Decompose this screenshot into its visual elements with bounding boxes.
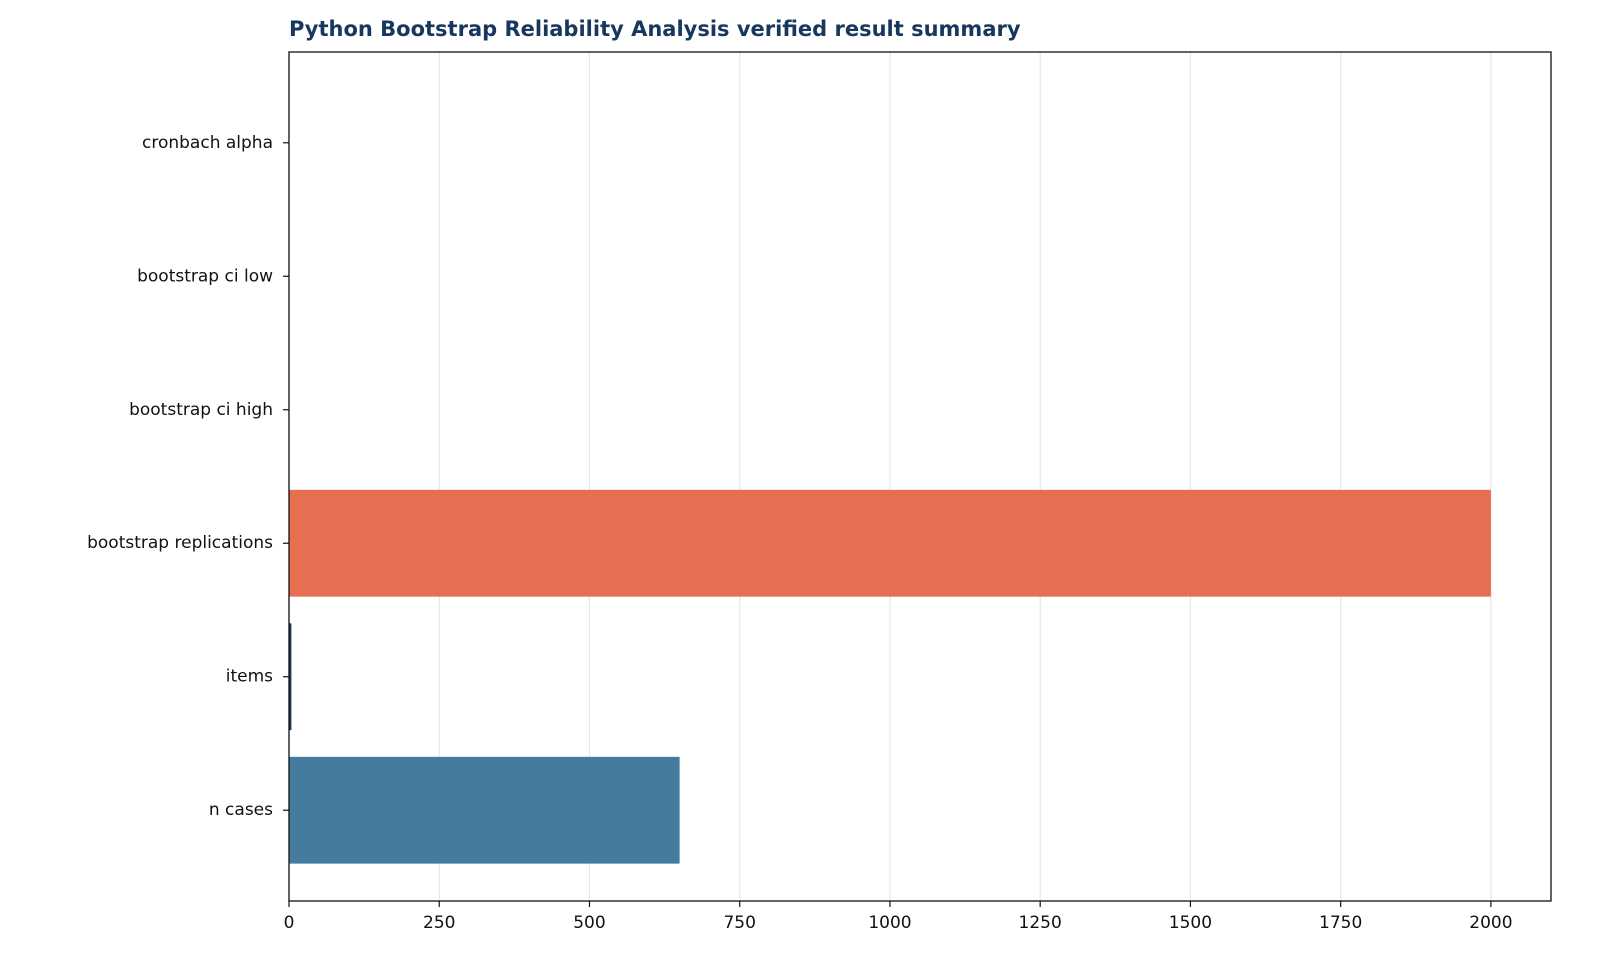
y-tick-label: items (226, 667, 273, 687)
bar (289, 623, 292, 731)
y-tick-label: n cases (209, 800, 273, 820)
y-tick-label: bootstrap replications (87, 533, 273, 553)
x-tick-label: 1000 (868, 913, 911, 933)
x-tick-label: 1750 (1319, 913, 1362, 933)
x-tick-label: 0 (284, 913, 295, 933)
x-tick-label: 250 (423, 913, 455, 933)
chart-title: Python Bootstrap Reliability Analysis ve… (289, 17, 1021, 41)
bar (289, 489, 1491, 597)
plot-frame (288, 51, 1552, 902)
bar (289, 756, 680, 864)
x-tick-label: 750 (723, 913, 755, 933)
y-tick-label: cronbach alpha (142, 133, 273, 153)
y-tick-label: bootstrap ci low (137, 266, 273, 286)
x-tick-label: 1250 (1019, 913, 1062, 933)
x-tick-label: 2000 (1469, 913, 1512, 933)
x-tick-label: 1500 (1169, 913, 1212, 933)
y-tick-label: bootstrap ci high (129, 400, 273, 420)
x-tick-label: 500 (573, 913, 605, 933)
